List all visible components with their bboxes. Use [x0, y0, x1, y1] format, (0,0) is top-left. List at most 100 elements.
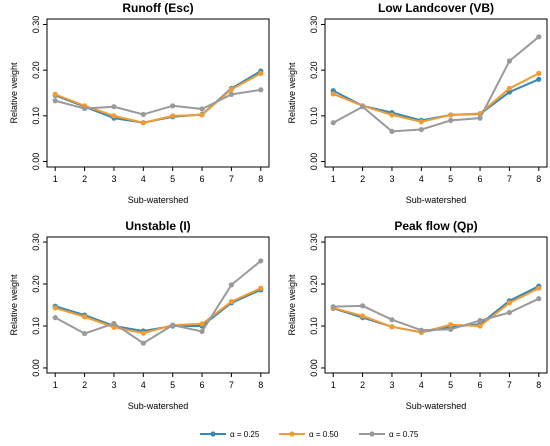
data-point-alpha-050 — [111, 324, 117, 330]
series-line-alpha-050 — [332, 287, 540, 334]
plot-frame — [46, 18, 270, 168]
legend-swatch-alpha-050-dot — [289, 431, 295, 437]
data-point-alpha-050 — [330, 91, 336, 97]
legend-swatch-alpha-025-dot — [210, 431, 216, 437]
x-tick-label: 8 — [258, 174, 263, 184]
series-line-alpha-050 — [54, 287, 262, 335]
x-tick-label: 4 — [141, 380, 146, 390]
x-axis-label: Sub-watershed — [406, 195, 467, 205]
data-point-alpha-075 — [199, 106, 205, 112]
data-point-alpha-050 — [359, 313, 366, 319]
data-point-alpha-050 — [448, 112, 454, 118]
series-line-alpha-075 — [54, 260, 262, 345]
panel-title: Runoff (Esc) — [122, 1, 193, 15]
y-tick-label: 0.20 — [309, 275, 319, 293]
panel-low-landcover-vb: Low Landcover (VB) 1 2 3 4 5 6 7 8 0.00 0.10 0.20 0.… — [287, 1, 548, 205]
data-point-alpha-075 — [199, 328, 205, 335]
legend-label-alpha-075: α = 0.75 — [389, 430, 419, 439]
series-line-alpha-050 — [54, 72, 262, 124]
data-point-alpha-075 — [477, 115, 483, 121]
series-line-alpha-025 — [54, 288, 262, 333]
x-tick-label: 8 — [258, 380, 263, 390]
x-tick-label: 4 — [419, 174, 424, 184]
data-point-alpha-050 — [81, 314, 88, 320]
series-line-alpha-075 — [333, 297, 540, 332]
x-tick-label: 6 — [200, 380, 205, 390]
data-point-alpha-075 — [258, 258, 264, 264]
data-point-alpha-075 — [140, 340, 146, 346]
data-point-alpha-050 — [258, 70, 264, 76]
series-line-alpha-050 — [332, 72, 540, 123]
x-tick-label: 7 — [507, 380, 512, 390]
plot-frame — [46, 236, 270, 374]
x-tick-label: 8 — [536, 380, 541, 390]
data-point-alpha-050 — [228, 86, 235, 92]
x-tick-label: 2 — [360, 380, 365, 390]
x-tick-label: 4 — [419, 380, 424, 390]
data-point-alpha-075 — [536, 296, 542, 302]
panel-title: Unstable (I) — [125, 219, 190, 233]
data-point-alpha-075 — [81, 105, 88, 112]
legend-label-alpha-025: α = 0.25 — [230, 430, 260, 439]
chart-panels: Runoff (Esc) 1 2 3 4 5 6 7 8 0.00 0.10 0.20 0.30 Sub-… — [9, 1, 548, 411]
y-axis-label: Relative weight — [9, 274, 19, 336]
data-point-alpha-050 — [258, 285, 264, 291]
plot-frame — [324, 236, 548, 374]
x-tick-label: 1 — [331, 380, 336, 390]
x-axis-label: Sub-watershed — [128, 401, 189, 411]
y-tick-label: 0.30 — [309, 16, 319, 34]
data-point-alpha-075 — [111, 104, 117, 110]
data-point-alpha-075 — [140, 111, 146, 118]
data-point-alpha-050 — [199, 112, 205, 118]
x-tick-label: 2 — [82, 380, 87, 390]
data-point-alpha-050 — [199, 321, 205, 327]
data-point-alpha-075 — [477, 317, 483, 324]
y-tick-label: 0.30 — [31, 233, 41, 251]
y-axis-label: Relative weight — [9, 62, 19, 124]
x-tick-label: 3 — [389, 174, 394, 184]
data-point-alpha-075 — [228, 282, 235, 288]
x-tick-label: 3 — [111, 380, 116, 390]
y-tick-label: 0.30 — [31, 16, 41, 34]
x-tick-label: 6 — [200, 174, 205, 184]
data-point-alpha-075 — [359, 303, 366, 309]
data-point-alpha-050 — [506, 85, 513, 92]
x-tick-label: 1 — [53, 174, 58, 184]
data-point-alpha-075 — [52, 98, 58, 104]
x-tick-label: 5 — [170, 380, 175, 390]
data-point-alpha-050 — [52, 91, 58, 97]
y-tick-label: 0.30 — [309, 233, 319, 251]
data-point-alpha-050 — [506, 300, 513, 306]
data-point-alpha-075 — [389, 317, 395, 323]
y-tick-label: 0.10 — [309, 317, 319, 335]
data-point-alpha-050 — [140, 330, 146, 336]
data-point-alpha-050 — [389, 324, 395, 330]
legend-label-alpha-050: α = 0.50 — [309, 430, 339, 439]
panel-peak-flow-qp: Peak flow (Qp) 1 2 3 4 5 6 7 8 0.00 0.10 0.20 0.30 Su… — [287, 219, 548, 411]
x-tick-label: 5 — [448, 380, 453, 390]
series-line-alpha-025 — [332, 285, 540, 334]
x-tick-label: 7 — [507, 174, 512, 184]
data-point-alpha-075 — [389, 128, 395, 134]
data-point-alpha-050 — [477, 323, 483, 329]
legend-item-alpha-025: α = 0.25 — [200, 430, 260, 439]
x-tick-label: 1 — [53, 380, 58, 390]
x-tick-label: 8 — [536, 174, 541, 184]
x-tick-label: 3 — [111, 174, 116, 184]
data-point-alpha-050 — [389, 112, 395, 118]
x-tick-label: 5 — [448, 174, 453, 184]
x-tick-label: 6 — [478, 380, 483, 390]
data-point-alpha-075 — [506, 309, 513, 316]
x-axis-label: Sub-watershed — [128, 195, 189, 205]
data-point-alpha-050 — [170, 113, 176, 119]
series-line-alpha-075 — [332, 36, 540, 133]
y-tick-label: 0.20 — [31, 275, 41, 293]
data-point-alpha-050 — [448, 322, 454, 328]
panel-unstable-i: Unstable (I) 1 2 3 4 5 6 7 8 0.00 0.10 0.20 0.30 Sub-… — [9, 219, 270, 411]
data-point-alpha-050 — [111, 113, 117, 119]
y-tick-label: 0.10 — [31, 107, 41, 125]
data-point-alpha-050 — [536, 70, 542, 76]
panel-title: Low Landcover (VB) — [378, 1, 494, 15]
y-axis-label: Relative weight — [287, 62, 297, 124]
